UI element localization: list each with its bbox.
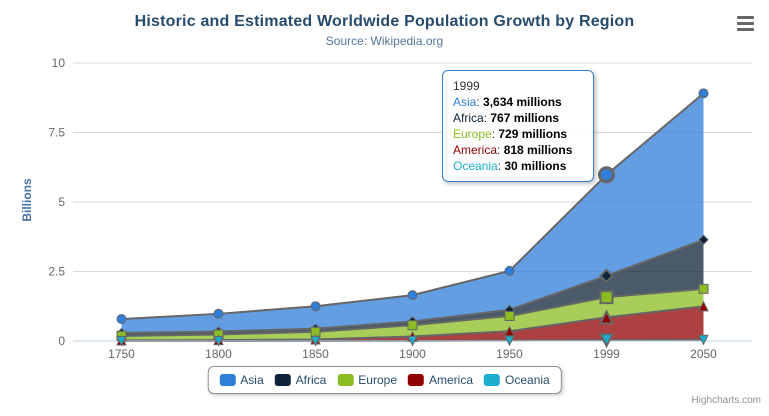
- legend-item-asia[interactable]: Asia: [219, 373, 264, 387]
- data-point-marker-oceania[interactable]: [310, 335, 321, 347]
- data-point-marker-asia[interactable]: [116, 314, 127, 325]
- tooltip-separator: :: [491, 127, 499, 141]
- tooltip-header: 1999: [453, 79, 480, 93]
- legend-label: America: [429, 373, 474, 387]
- x-axis-label: 1850: [302, 347, 329, 361]
- tooltip-value: 30 millions: [504, 159, 567, 173]
- legend-symbol-europe: [337, 374, 354, 386]
- tooltip-separator: :: [483, 111, 491, 125]
- y-axis-label: 7.5: [48, 126, 65, 140]
- tooltip-series-name: Africa: [453, 111, 484, 125]
- legend-symbol-oceania: [484, 374, 501, 386]
- hamburger-menu-icon: [737, 22, 754, 25]
- tooltip-row: Africa: 767 millions: [453, 110, 583, 126]
- x-axis-label: 1900: [399, 347, 426, 361]
- data-point-marker-oceania[interactable]: [504, 335, 515, 347]
- tooltip-value: 729 millions: [498, 127, 568, 141]
- chart-subtitle: Source: Wikipedia.org: [325, 34, 444, 48]
- x-axis-label: 1800: [205, 347, 232, 361]
- area-america[interactable]: [121, 306, 704, 341]
- y-axis-label: 2.5: [48, 265, 65, 279]
- legend-item-europe[interactable]: Europe: [337, 373, 397, 387]
- tooltip-row: Europe: 729 millions: [453, 126, 583, 142]
- legend: Asia Africa Europe America Oceania: [207, 366, 562, 394]
- y-axis-title: Billions: [20, 178, 34, 222]
- data-point-marker-europe[interactable]: [504, 311, 515, 322]
- data-point-marker-oceania[interactable]: [116, 335, 127, 347]
- x-axis-label: 1999: [593, 347, 620, 361]
- data-point-marker-europe[interactable]: [407, 320, 418, 331]
- data-point-marker-europe[interactable]: [599, 290, 614, 305]
- area-africa[interactable]: [121, 239, 704, 336]
- legend-label: Asia: [240, 373, 264, 387]
- y-axis-label: 10: [52, 56, 66, 70]
- data-point-marker-asia[interactable]: [698, 88, 709, 99]
- tooltip: 1999 Asia: 3,634 millions Africa: 767 mil…: [442, 70, 594, 182]
- data-point-marker-oceania[interactable]: [698, 334, 709, 346]
- tooltip-value: 767 millions: [490, 111, 560, 125]
- tooltip-value: 818 millions: [503, 143, 573, 157]
- legend-item-africa[interactable]: Africa: [274, 373, 327, 387]
- data-point-marker-asia[interactable]: [407, 290, 418, 301]
- tooltip-separator: :: [497, 143, 504, 157]
- data-point-marker-oceania[interactable]: [213, 335, 224, 347]
- data-point-marker-asia[interactable]: [310, 301, 321, 312]
- legend-symbol-america: [408, 374, 425, 386]
- x-axis-label: 2050: [690, 347, 717, 361]
- legend-symbol-africa: [274, 374, 291, 386]
- tooltip-series-name: Asia: [453, 95, 477, 109]
- tooltip-row: America: 818 millions: [453, 142, 583, 158]
- data-point-marker-oceania[interactable]: [598, 333, 615, 349]
- legend-item-oceania[interactable]: Oceania: [484, 373, 550, 387]
- tooltip-series-name: Oceania: [453, 159, 498, 173]
- legend-symbol-asia: [219, 374, 236, 386]
- tooltip-separator: :: [497, 159, 505, 173]
- data-point-marker-oceania[interactable]: [407, 335, 418, 347]
- data-point-marker-america[interactable]: [698, 300, 709, 312]
- tooltip-row: Oceania: 30 millions: [453, 158, 583, 174]
- legend-label: Europe: [358, 373, 398, 387]
- tooltip-row: Asia: 3,634 millions: [453, 94, 583, 110]
- data-point-marker-asia[interactable]: [598, 166, 615, 184]
- tooltip-rows: Asia: 3,634 millions Africa: 767 millions…: [453, 94, 583, 174]
- legend-item-america[interactable]: America: [408, 373, 473, 387]
- data-point-marker-asia[interactable]: [504, 265, 515, 276]
- x-axis-label: 1950: [496, 347, 523, 361]
- tooltip-series-name: Europe: [453, 127, 492, 141]
- legend-label: Africa: [295, 373, 327, 387]
- hamburger-menu-icon: [737, 28, 754, 31]
- legend-label: Oceania: [505, 373, 550, 387]
- chart-title: Historic and Estimated Worldwide Populat…: [134, 13, 635, 30]
- y-axis-label: 0: [58, 334, 65, 348]
- area-asia[interactable]: [121, 93, 704, 333]
- y-axis-label: 5: [58, 195, 65, 209]
- tooltip-series-name: America: [453, 143, 498, 157]
- data-point-marker-america[interactable]: [598, 309, 615, 325]
- tooltip-value: 3,634 millions: [483, 95, 562, 109]
- export-menu-button[interactable]: [737, 16, 754, 31]
- data-point-marker-africa[interactable]: [599, 268, 614, 284]
- hamburger-menu-icon: [737, 16, 754, 19]
- data-point-marker-asia[interactable]: [213, 308, 224, 319]
- data-point-marker-africa[interactable]: [698, 234, 709, 245]
- x-axis-label: 1750: [108, 347, 135, 361]
- data-point-marker-europe[interactable]: [698, 283, 709, 294]
- credits-link[interactable]: Highcharts.com: [691, 395, 761, 406]
- tooltip-separator: :: [476, 95, 484, 109]
